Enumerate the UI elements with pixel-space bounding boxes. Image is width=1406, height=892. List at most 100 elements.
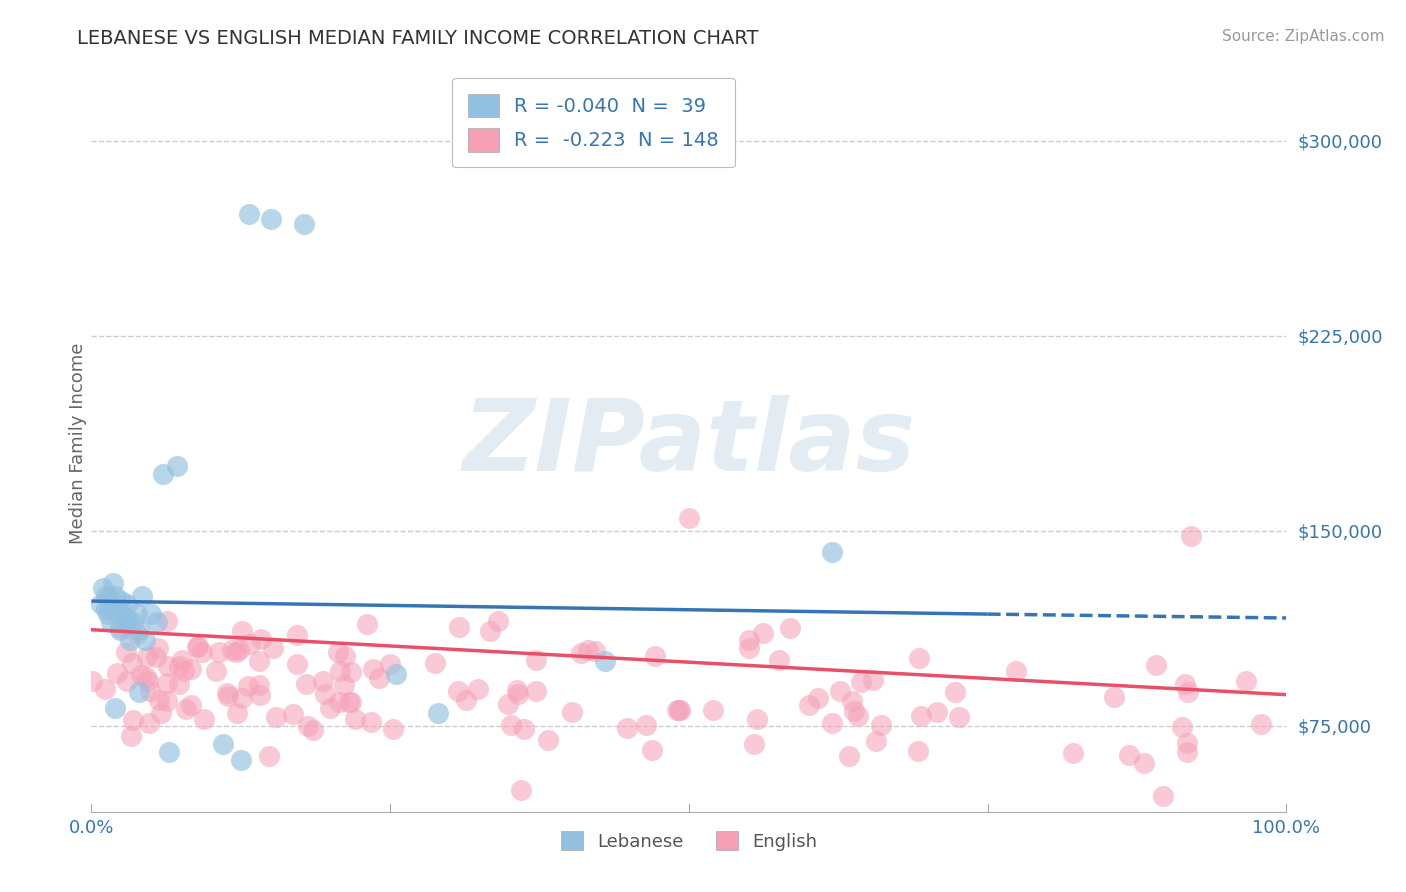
Point: [156, 676, 179, 690]
Point: [1250, 717, 1272, 731]
Point: [174, 702, 197, 716]
Point: [1133, 756, 1156, 771]
Point: [115, 645, 138, 659]
Point: [768, 653, 790, 667]
Point: [129, 668, 152, 682]
Point: [1174, 677, 1197, 691]
Point: [841, 694, 863, 708]
Point: [90, 597, 112, 611]
Point: [1102, 690, 1125, 705]
Point: [360, 715, 382, 730]
Point: [838, 749, 860, 764]
Point: [285, 628, 308, 642]
Point: [247, 654, 270, 668]
Point: [136, 649, 159, 664]
Point: [1144, 658, 1167, 673]
Point: [948, 710, 970, 724]
Point: [426, 706, 449, 720]
Point: [524, 653, 547, 667]
Point: [486, 615, 509, 629]
Point: [100, 615, 122, 629]
Point: [335, 649, 357, 664]
Point: [668, 703, 690, 717]
Point: [97, 607, 120, 621]
Point: [104, 605, 127, 619]
Point: [262, 640, 284, 655]
Point: [576, 642, 599, 657]
Point: [231, 691, 253, 706]
Point: [821, 544, 844, 558]
Point: [447, 683, 470, 698]
Point: [644, 648, 666, 663]
Point: [108, 623, 131, 637]
Point: [186, 640, 208, 654]
Point: [702, 702, 724, 716]
Point: [865, 734, 887, 748]
Point: [150, 706, 173, 720]
Point: [134, 633, 156, 648]
Point: [343, 712, 366, 726]
Point: [107, 602, 129, 616]
Point: [138, 716, 160, 731]
Text: ZIPatlas: ZIPatlas: [463, 395, 915, 492]
Point: [498, 697, 520, 711]
Point: [170, 653, 193, 667]
Point: [239, 637, 262, 651]
Text: Source: ZipAtlas.com: Source: ZipAtlas.com: [1222, 29, 1385, 45]
Point: [745, 712, 768, 726]
Point: [319, 701, 342, 715]
Point: [385, 666, 408, 681]
Point: [678, 511, 700, 525]
Point: [110, 594, 132, 608]
Point: [583, 644, 606, 658]
Point: [180, 661, 202, 675]
Point: [821, 716, 844, 731]
Point: [156, 693, 179, 707]
Point: [311, 673, 333, 688]
Point: [479, 624, 502, 638]
Point: [1175, 745, 1198, 759]
Point: [1177, 684, 1199, 698]
Point: [249, 688, 271, 702]
Point: [128, 685, 150, 699]
Point: [423, 656, 446, 670]
Point: [301, 723, 323, 737]
Point: [180, 698, 202, 712]
Point: [368, 671, 391, 685]
Point: [849, 675, 872, 690]
Point: [217, 685, 239, 699]
Point: [447, 620, 470, 634]
Point: [569, 646, 592, 660]
Point: [101, 575, 124, 590]
Point: [226, 706, 249, 721]
Point: [193, 712, 215, 726]
Point: [204, 664, 226, 678]
Point: [115, 618, 138, 632]
Point: [830, 683, 852, 698]
Point: [114, 615, 136, 629]
Point: [264, 710, 287, 724]
Point: [157, 745, 180, 759]
Point: [139, 683, 162, 698]
Point: [332, 678, 354, 692]
Point: [229, 753, 252, 767]
Point: [187, 639, 209, 653]
Point: [870, 718, 893, 732]
Point: [250, 632, 273, 646]
Point: [943, 685, 966, 699]
Point: [104, 589, 127, 603]
Point: [166, 458, 188, 473]
Point: [127, 627, 149, 641]
Point: [148, 640, 170, 655]
Point: [508, 687, 530, 701]
Point: [340, 665, 363, 679]
Y-axis label: Median Family Income: Median Family Income: [69, 343, 87, 544]
Point: [120, 730, 142, 744]
Point: [118, 633, 141, 648]
Point: [148, 692, 170, 706]
Point: [524, 684, 547, 698]
Point: [326, 645, 349, 659]
Point: [247, 678, 270, 692]
Point: [94, 589, 117, 603]
Point: [105, 665, 128, 680]
